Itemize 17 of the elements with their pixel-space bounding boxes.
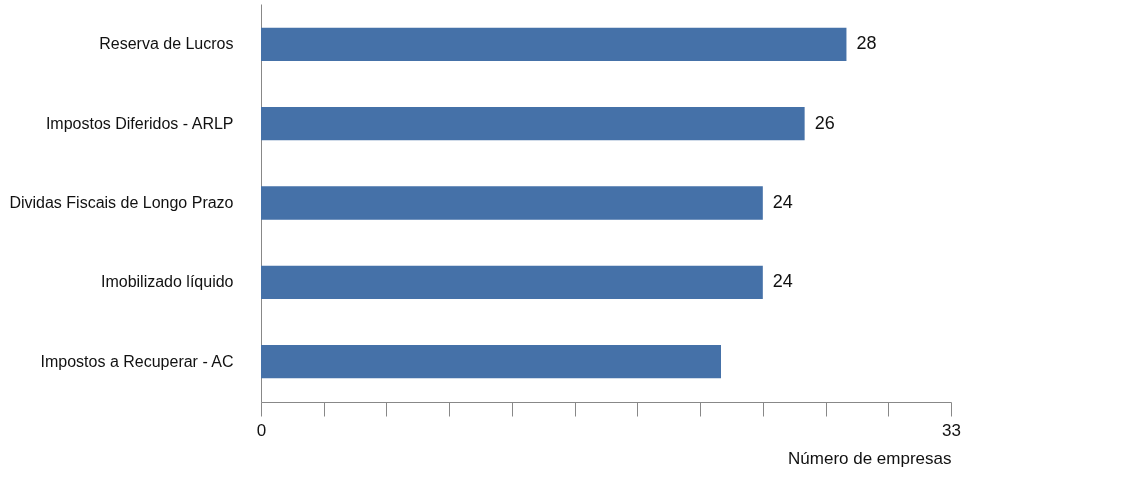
data-label: 28 [856, 33, 877, 54]
y-tick-label: Impostos Diferidos - ARLP [45, 114, 234, 132]
bar [261, 27, 847, 62]
y-tick-label: Impostos a Recuperar - AC [40, 352, 234, 370]
y-tick-label: Dividas Fiscais de Longo Prazo [9, 194, 234, 211]
bar [261, 344, 721, 379]
data-label: 24 [772, 192, 793, 212]
y-tick-label: Reserva de Lucros [99, 35, 234, 53]
data-label: 26 [814, 112, 835, 133]
y-tick-label: Imobilizado líquido [100, 273, 234, 291]
data-label: 24 [772, 271, 793, 292]
x-axis-title: Número de empresas [788, 448, 952, 468]
bar [261, 107, 805, 141]
bar [261, 265, 763, 299]
x-tick-label: 0 [256, 420, 267, 440]
x-tick-label: 33 [942, 420, 961, 440]
bar [261, 186, 763, 220]
